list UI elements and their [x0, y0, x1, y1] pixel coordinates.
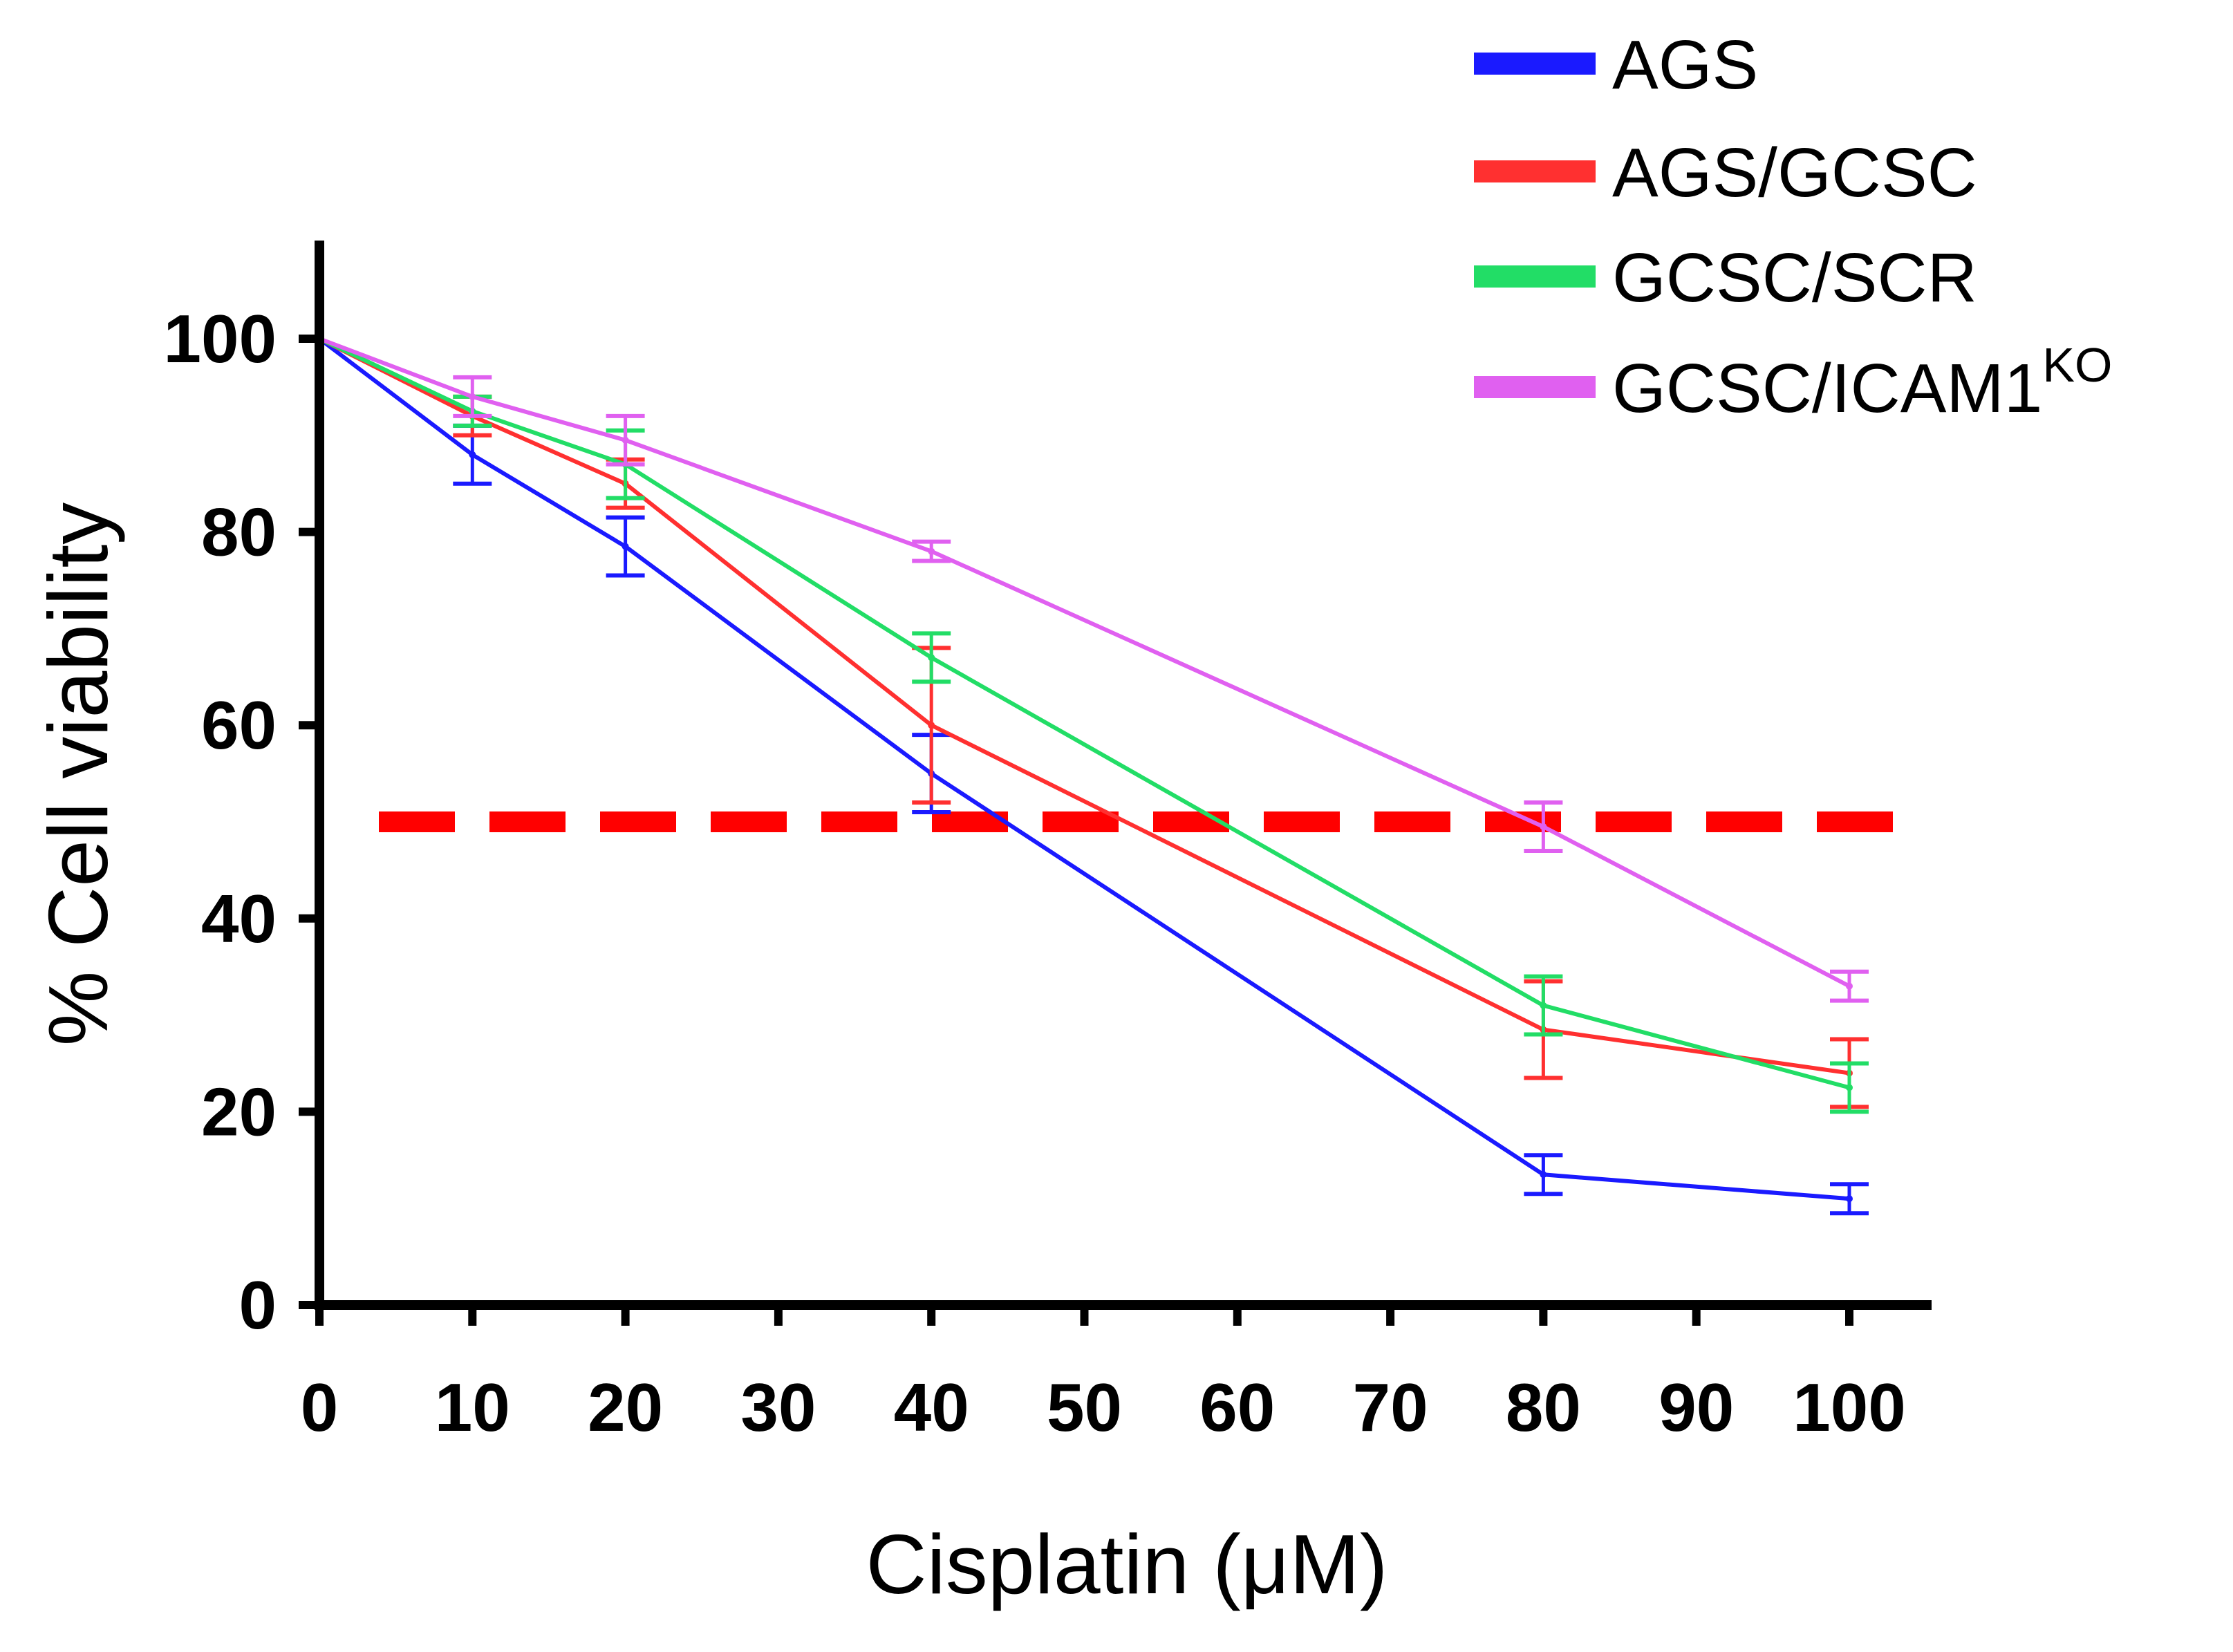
x-tick-label: 20 — [588, 1369, 663, 1445]
svg-text:GCSC/ICAM1KO: GCSC/ICAM1KO — [1612, 338, 2112, 427]
data-point — [928, 722, 935, 729]
legend-item: GCSC/ICAM1KO — [1474, 338, 2112, 427]
series-gcsc-scr — [318, 337, 1869, 1114]
series-line — [318, 337, 1850, 1201]
legend-label: GCSC/SCR — [1612, 239, 1977, 317]
data-point — [622, 543, 629, 550]
y-tick-label: 0 — [239, 1267, 277, 1343]
legend-swatch — [1474, 160, 1596, 182]
legend-label: AGS — [1612, 26, 1758, 104]
data-point — [1540, 1171, 1547, 1179]
legend-swatch — [1474, 53, 1596, 75]
ticks-layer: 0 10 20 30 40 50 60 70 80 90 100 0 20 40 60 80 100 — [163, 301, 1905, 1445]
x-tick-label: 80 — [1506, 1369, 1581, 1445]
series-line — [318, 337, 1851, 988]
x-tick-label: 90 — [1659, 1369, 1734, 1445]
y-tick-label: 40 — [201, 881, 277, 957]
data-point — [928, 654, 935, 661]
data-point — [622, 436, 629, 444]
y-tick-label: 100 — [163, 301, 277, 377]
legend-swatch — [1474, 376, 1596, 398]
x-tick-label: 30 — [740, 1369, 816, 1445]
x-tick-label: 100 — [1793, 1369, 1906, 1445]
y-tick-label: 20 — [201, 1073, 277, 1149]
legend-label-superscript: KO — [2042, 338, 2112, 392]
svg-text:GCSC/SCR: GCSC/SCR — [1612, 239, 1977, 317]
data-point — [1846, 982, 1853, 990]
legend-label: GCSC/ICAM1 — [1612, 350, 2042, 427]
legend-item: GCSC/SCR — [1474, 239, 1977, 317]
series-line — [318, 337, 1850, 1076]
x-tick-label: 0 — [301, 1369, 339, 1445]
legend-item: AGS — [1474, 26, 1758, 104]
legend-swatch — [1474, 265, 1596, 288]
legend-label: AGS/GCSC — [1612, 134, 1977, 212]
x-tick-label: 70 — [1353, 1369, 1428, 1445]
data-point — [1540, 823, 1547, 830]
axes-layer — [315, 241, 1932, 1310]
svg-text:AGS/GCSC: AGS/GCSC — [1612, 134, 1977, 212]
series-line — [318, 337, 1850, 1090]
data-point — [1540, 1002, 1547, 1009]
legend-item: AGS/GCSC — [1474, 134, 1977, 212]
x-tick-label: 50 — [1047, 1369, 1122, 1445]
data-point — [1846, 1084, 1853, 1091]
series-ags-gcsc — [318, 337, 1869, 1109]
y-tick-label: 60 — [201, 687, 277, 763]
x-axis-title: Cisplatin (μM) — [866, 1517, 1388, 1611]
data-point — [1846, 1195, 1853, 1203]
series-layer — [318, 337, 1869, 1216]
data-point — [928, 547, 935, 555]
series-gcsc-icam1 — [318, 337, 1869, 1003]
series-ags — [318, 337, 1869, 1216]
data-point — [469, 393, 476, 400]
x-tick-label: 10 — [435, 1369, 510, 1445]
x-tick-label: 40 — [894, 1369, 969, 1445]
x-tick-label: 60 — [1199, 1369, 1275, 1445]
y-tick-label: 80 — [201, 494, 277, 570]
legend: AGS AGS/GCSC GCSC/SCR GCSC/ICAM1KO — [1474, 26, 2112, 427]
y-axis-title: % Cell viability — [31, 503, 125, 1046]
data-point — [469, 451, 476, 458]
svg-text:AGS: AGS — [1612, 26, 1758, 104]
